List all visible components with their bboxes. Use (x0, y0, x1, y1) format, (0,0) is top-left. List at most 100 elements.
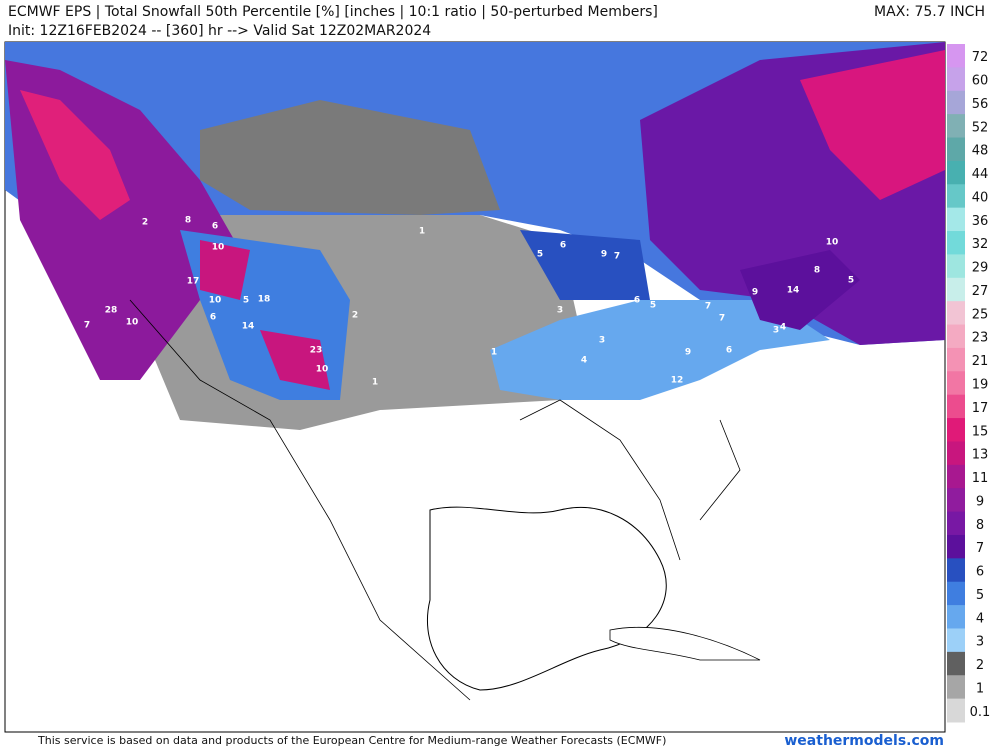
colorbar-label: 7 (976, 541, 984, 556)
colorbar-label: 36 (972, 214, 989, 229)
map-value-label: 5 (243, 296, 249, 306)
colorbar: 7260565248444036322927252321191715131198… (947, 44, 990, 723)
map-value-label: 6 (212, 222, 218, 232)
colorbar-swatch (947, 464, 965, 489)
colorbar-swatch (947, 441, 965, 466)
colorbar-swatch (947, 277, 965, 302)
colorbar-label: 11 (972, 471, 989, 486)
colorbar-swatch (947, 137, 965, 162)
map-value-label: 7 (719, 314, 725, 324)
borders (129, 299, 741, 701)
map-value-label: 3 (599, 336, 605, 346)
colorbar-label: 8 (976, 518, 984, 533)
colorbar-swatch (947, 698, 965, 723)
colorbar-label: 19 (972, 378, 989, 393)
colorbar-swatch (947, 511, 965, 536)
colorbar-swatch (947, 160, 965, 185)
map-value-label: 4 (780, 323, 786, 333)
map-value-label: 6 (210, 313, 216, 323)
map-value-label: 3 (557, 306, 563, 316)
map-value-label: 28 (105, 306, 118, 316)
colorbar-label: 72 (972, 50, 989, 65)
map-value-label: 1 (491, 348, 497, 358)
map-value-label: 1 (372, 378, 378, 388)
colorbar-label: 3 (976, 635, 984, 650)
map-value-label: 8 (814, 266, 820, 276)
colorbar-swatch (947, 324, 965, 349)
colorbar-label: 0.1 (970, 705, 991, 720)
subtitle: Init: 12Z16FEB2024 -- [360] hr --> Valid… (8, 23, 431, 39)
colorbar-swatch (947, 67, 965, 92)
footer-notice: This service is based on data and produc… (37, 734, 666, 747)
map-value-label: 12 (671, 376, 684, 386)
colorbar-label: 13 (972, 448, 989, 463)
colorbar-label: 48 (972, 144, 989, 159)
map-value-label: 9 (685, 348, 691, 358)
map-value-label: 5 (537, 250, 543, 260)
snow-peaks (200, 240, 330, 390)
colorbar-swatch (947, 207, 965, 232)
map-value-label: 9 (752, 288, 758, 298)
snow-labrador (800, 50, 945, 200)
colorbar-swatch (947, 301, 965, 326)
map-value-label: 3 (773, 326, 779, 336)
footer-site[interactable]: weathermodels.com (784, 733, 944, 749)
colorbar-swatch (947, 231, 965, 255)
map-value-label: 2 (352, 311, 358, 321)
map-value-label: 10 (212, 243, 225, 253)
colorbar-label: 56 (972, 97, 989, 112)
map-value-label: 8 (185, 216, 191, 226)
snow-michigan (520, 230, 650, 300)
map-value-label: 14 (242, 322, 255, 332)
colorbar-label: 40 (972, 190, 989, 205)
colorbar-swatch (947, 675, 965, 700)
colorbar-label: 25 (972, 307, 989, 322)
colorbar-label: 21 (972, 354, 989, 369)
colorbar-swatch (947, 534, 965, 559)
colorbar-label: 29 (972, 261, 989, 276)
colorbar-swatch (947, 90, 965, 115)
colorbar-swatch (947, 114, 965, 139)
colorbar-label: 6 (976, 565, 984, 580)
title: ECMWF EPS | Total Snowfall 50th Percenti… (8, 4, 658, 20)
max-value: MAX: 75.7 INCH (874, 4, 985, 20)
snow-great-lakes (490, 300, 830, 400)
colorbar-swatch (947, 581, 965, 606)
colorbar-swatch (947, 347, 965, 372)
colorbar-label: 44 (972, 167, 989, 182)
colorbar-swatch (947, 44, 965, 68)
cuba (609, 627, 761, 661)
colorbar-swatch (947, 558, 965, 583)
map-value-label: 7 (84, 321, 90, 331)
colorbar-label: 60 (972, 74, 989, 89)
colorbar-label: 17 (972, 401, 989, 416)
map-value-label: 18 (258, 295, 271, 305)
colorbar-label: 5 (976, 588, 984, 603)
map-value-label: 10 (316, 365, 329, 375)
colorbar-label: 27 (972, 284, 989, 299)
map-value-label: 5 (848, 276, 854, 286)
colorbar-swatch (947, 418, 965, 442)
colorbar-swatch (947, 394, 965, 419)
map-value-label: 7 (705, 302, 711, 312)
map-value-label: 9 (601, 250, 607, 260)
bare-prairies (200, 100, 500, 215)
map-value-label: 10 (209, 296, 222, 306)
map-value-label: 1 (419, 227, 425, 237)
colorbar-swatch (947, 371, 965, 396)
colorbar-swatch (947, 488, 965, 513)
colorbar-swatch (947, 628, 965, 653)
map-value-label: 23 (310, 346, 323, 356)
colorbar-label: 32 (972, 237, 989, 252)
map-value-label: 7 (614, 252, 620, 262)
colorbar-label: 23 (972, 331, 989, 346)
colorbar-swatch (947, 254, 965, 279)
colorbar-label: 4 (976, 611, 984, 626)
map-value-label: 4 (581, 356, 587, 366)
map-value-label: 6 (560, 241, 566, 251)
colorbar-label: 1 (976, 681, 984, 696)
map-value-label: 6 (726, 346, 732, 356)
map-value-label: 14 (787, 286, 800, 296)
